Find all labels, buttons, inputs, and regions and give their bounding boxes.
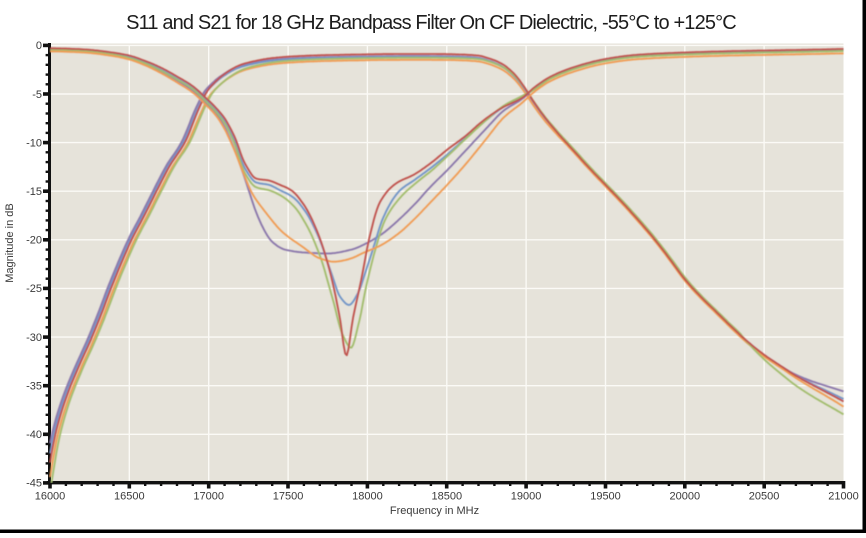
svg-text:-15: -15: [26, 186, 42, 198]
svg-text:-30: -30: [26, 332, 42, 344]
svg-text:20000: 20000: [670, 491, 701, 503]
svg-text:18000: 18000: [352, 491, 383, 503]
svg-text:Magnitude in dB: Magnitude in dB: [4, 203, 16, 283]
svg-text:-35: -35: [26, 381, 42, 393]
svg-text:-45: -45: [26, 478, 42, 490]
svg-text:0: 0: [36, 40, 42, 52]
svg-text:18500: 18500: [432, 491, 463, 503]
svg-text:-5: -5: [32, 89, 42, 101]
svg-text:16000: 16000: [35, 491, 66, 503]
svg-text:21000: 21000: [828, 491, 859, 503]
svg-text:-20: -20: [26, 235, 42, 247]
svg-text:-25: -25: [26, 283, 42, 295]
svg-text:19000: 19000: [511, 491, 542, 503]
svg-text:-10: -10: [26, 137, 42, 149]
svg-text:17000: 17000: [193, 491, 224, 503]
svg-text:16500: 16500: [114, 491, 145, 503]
svg-text:S11 and S21 for 18 GHz Bandpas: S11 and S21 for 18 GHz Bandpass Filter O…: [126, 12, 736, 34]
svg-text:19500: 19500: [590, 491, 621, 503]
svg-text:-40: -40: [26, 429, 42, 441]
svg-text:20500: 20500: [749, 491, 780, 503]
svg-text:Frequency in MHz: Frequency in MHz: [390, 505, 479, 517]
svg-text:17500: 17500: [273, 491, 304, 503]
